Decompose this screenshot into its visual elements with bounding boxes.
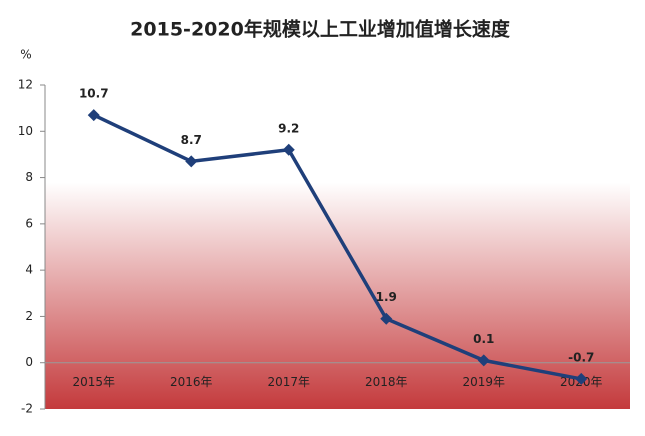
value-label: 0.1 — [473, 332, 494, 346]
value-label: 1.9 — [376, 290, 397, 304]
marker — [87, 109, 100, 122]
y-tick-label: 0 — [25, 355, 33, 369]
x-tick-label: 2018年 — [365, 375, 408, 389]
marker — [380, 312, 393, 325]
value-label: 10.7 — [79, 87, 109, 101]
marker — [477, 354, 490, 367]
marker — [282, 143, 295, 156]
y-tick-label: 12 — [18, 78, 33, 92]
marker — [575, 372, 588, 385]
value-label: 9.2 — [278, 121, 299, 135]
marker — [185, 155, 198, 168]
line — [92, 113, 582, 381]
y-tick-label: 8 — [25, 170, 33, 184]
x-tick-label: 2019年 — [462, 375, 505, 389]
value-label: 8.7 — [181, 133, 202, 147]
value-label: -0.7 — [568, 350, 594, 364]
y-tick-label: 6 — [25, 216, 33, 230]
chart-title: 2015-2020年规模以上工业增加值增长速度 — [130, 18, 511, 41]
y-axis-label: % — [20, 48, 31, 62]
y-tick-label: 10 — [18, 124, 33, 138]
x-tick-label: 2015年 — [72, 375, 115, 389]
x-tick-label: 2016年 — [170, 375, 213, 389]
y-tick-label: -2 — [21, 402, 33, 416]
y-tick-label: 4 — [25, 263, 33, 277]
x-tick-label: 2017年 — [267, 375, 310, 389]
y-tick-label: 2 — [25, 309, 33, 323]
